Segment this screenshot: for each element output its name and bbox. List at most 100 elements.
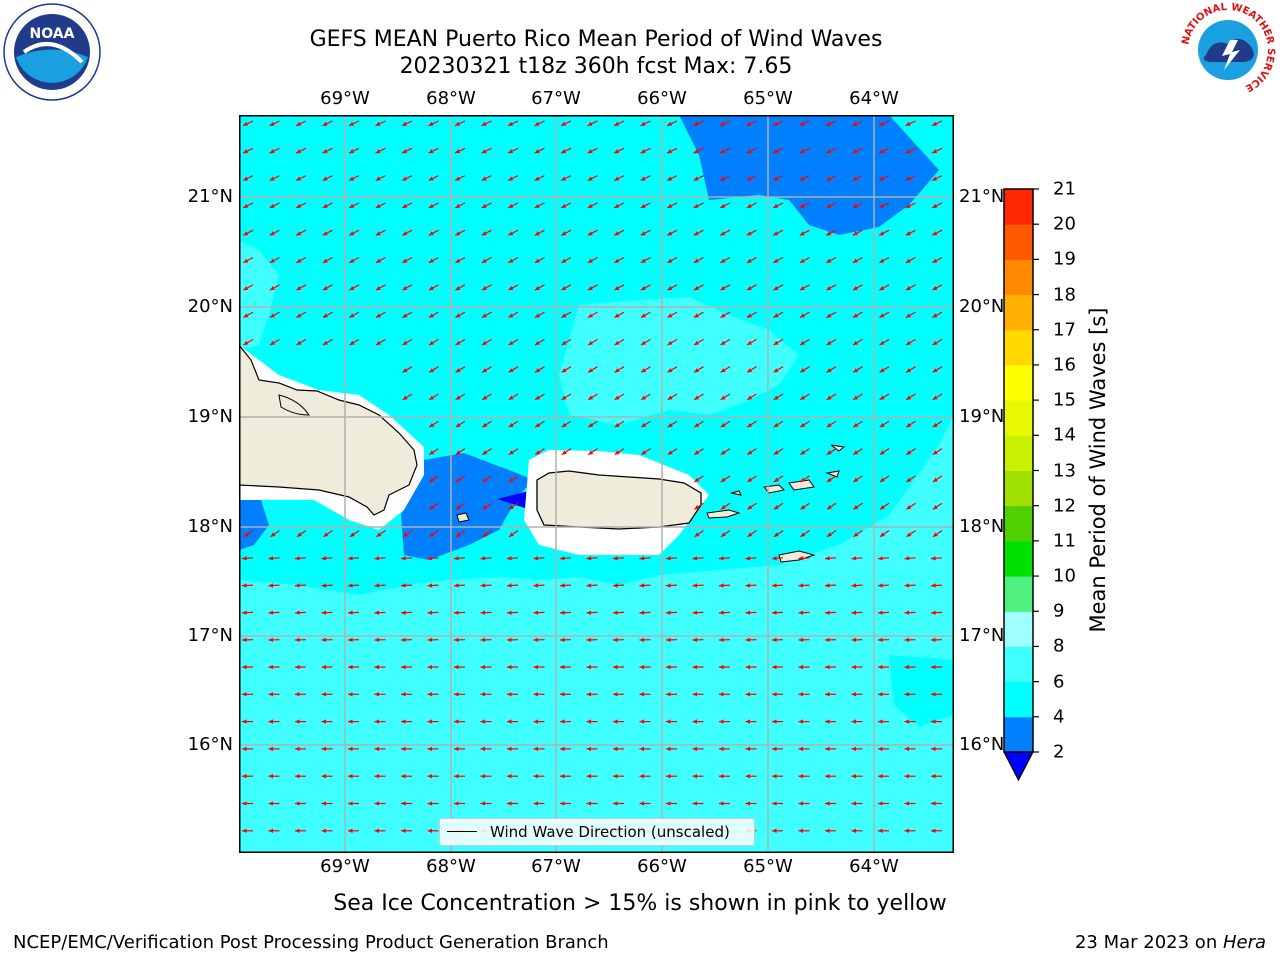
wind-wave-arrowhead [455, 340, 461, 345]
wind-wave-arrowhead [533, 774, 539, 779]
wind-wave-arrowhead [268, 637, 274, 643]
wind-wave-arrowhead [614, 313, 620, 318]
wind-wave-arrowhead [321, 692, 327, 697]
wind-wave-arrowhead [243, 258, 249, 263]
wind-wave-arrowhead [773, 532, 779, 537]
wind-wave-arrowhead [349, 340, 355, 345]
wind-wave-arrowhead [322, 286, 328, 291]
land-culebra [730, 490, 742, 496]
wind-wave-arrowhead [826, 395, 832, 400]
wind-wave-arrowhead [639, 774, 645, 779]
wind-wave-arrowhead [879, 313, 885, 318]
colorbar-segment [1004, 681, 1033, 718]
wind-wave-arrowhead [851, 801, 857, 806]
wind-wave-arrowhead [296, 286, 302, 291]
wind-wave-arrowhead [694, 505, 700, 510]
wind-wave-arrowhead [427, 692, 433, 697]
wind-wave-arrowhead [932, 313, 938, 318]
dark-water-west-edge [239, 500, 269, 550]
wind-wave-arrowhead [242, 746, 247, 752]
wind-wave-arrowhead [507, 774, 512, 779]
colorbar-tick-label: 9 [1053, 600, 1065, 622]
wind-wave-arrowhead [932, 149, 938, 154]
lon-tick-top: 65°W [743, 88, 793, 109]
wind-wave-arrowhead [746, 149, 752, 154]
lat-tick-right: 21°N [959, 186, 1005, 207]
wind-wave-arrowhead [429, 532, 435, 537]
wind-wave-arrowhead [720, 422, 726, 428]
wind-wave-arrowhead [904, 719, 910, 724]
wind-wave-arrowhead [720, 340, 726, 345]
wind-wave-arrowhead [242, 719, 247, 724]
wind-wave-arrowhead [906, 505, 912, 510]
wind-wave-arrowhead [826, 422, 832, 428]
wind-wave-arrowhead [322, 121, 328, 126]
wind-wave-arrowhead [932, 422, 938, 428]
map-legend: Wind Wave Direction (unscaled) [439, 818, 755, 846]
map-frame [239, 115, 954, 853]
wind-wave-arrowhead [720, 286, 726, 291]
wind-wave-arrowhead [322, 203, 328, 208]
wind-wave-arrowhead [878, 828, 883, 833]
wind-wave-arrowhead [719, 583, 724, 588]
wind-wave-arrowhead [427, 719, 433, 724]
wind-wave-arrowhead [666, 692, 671, 697]
wind-wave-arrowhead [348, 664, 353, 670]
wind-wave-arrowhead [825, 556, 830, 561]
wind-wave-arrowhead [906, 340, 911, 345]
wind-wave-arrowhead [242, 610, 247, 615]
colorbar-tick-label: 18 [1053, 284, 1076, 306]
wind-wave-arrowhead [692, 746, 698, 752]
lat-tick-left: 20°N [187, 296, 233, 317]
wind-wave-arrowhead [269, 176, 275, 181]
wind-wave-arrowhead [376, 532, 382, 537]
wind-wave-arrowhead [374, 556, 380, 561]
wind-wave-arrowhead [747, 477, 753, 482]
wind-wave-arrowhead [932, 368, 938, 373]
wind-wave-arrowhead [692, 664, 698, 670]
wind-wave-arrowhead [772, 746, 777, 752]
wind-wave-arrowhead [800, 368, 806, 373]
wind-wave-arrowhead [720, 231, 726, 236]
colorbar-tick-label: 14 [1053, 424, 1076, 446]
colorbar-tick-label: 6 [1053, 671, 1065, 693]
wind-wave-arrowhead [429, 505, 435, 510]
wind-wave-arrowhead [879, 286, 885, 291]
colorbar-segment [1004, 540, 1033, 577]
wind-wave-arrowhead [692, 610, 698, 615]
wind-wave-arrowhead [879, 203, 885, 208]
wind-wave-arrowhead [534, 203, 540, 208]
wind-wave-arrowhead [560, 719, 565, 724]
wind-wave-arrowhead [772, 664, 777, 670]
wind-wave-arrowhead [879, 258, 885, 263]
legend-line-icon [447, 831, 477, 832]
wind-wave-arrowhead [878, 801, 883, 806]
wind-wave-arrowhead [639, 556, 645, 561]
wind-wave-arrowhead [853, 505, 859, 510]
wind-wave-arrowhead [667, 286, 673, 291]
wind-wave-arrowhead [720, 477, 726, 482]
wind-wave-arrowhead [402, 149, 408, 154]
wind-wave-arrowhead [243, 340, 249, 345]
wind-wave-arrowhead [455, 313, 461, 318]
wind-wave-arrowhead [826, 340, 832, 345]
wind-wave-arrowhead [825, 664, 830, 670]
wind-wave-arrowhead [904, 610, 910, 615]
wind-wave-arrowhead [879, 340, 885, 345]
wind-wave-arrowhead [879, 477, 885, 482]
wind-wave-arrowhead [905, 313, 911, 318]
wind-wave-arrowhead [640, 231, 646, 236]
wind-wave-arrowhead [719, 556, 724, 561]
wind-wave-arrowhead [533, 610, 539, 615]
wind-wave-arrowhead [455, 505, 461, 510]
wind-wave-arrowhead [694, 395, 700, 400]
wind-wave-arrowhead [427, 610, 433, 615]
wind-wave-arrowhead [533, 746, 539, 752]
wind-wave-arrowhead [772, 583, 777, 588]
wind-wave-arrowhead [374, 664, 380, 670]
wind-wave-arrowhead [931, 610, 936, 615]
land-tortuga [278, 394, 310, 416]
wind-wave-arrowhead [667, 121, 673, 126]
wind-wave-arrowhead [905, 203, 911, 208]
wind-wave-arrowhead [402, 176, 408, 181]
